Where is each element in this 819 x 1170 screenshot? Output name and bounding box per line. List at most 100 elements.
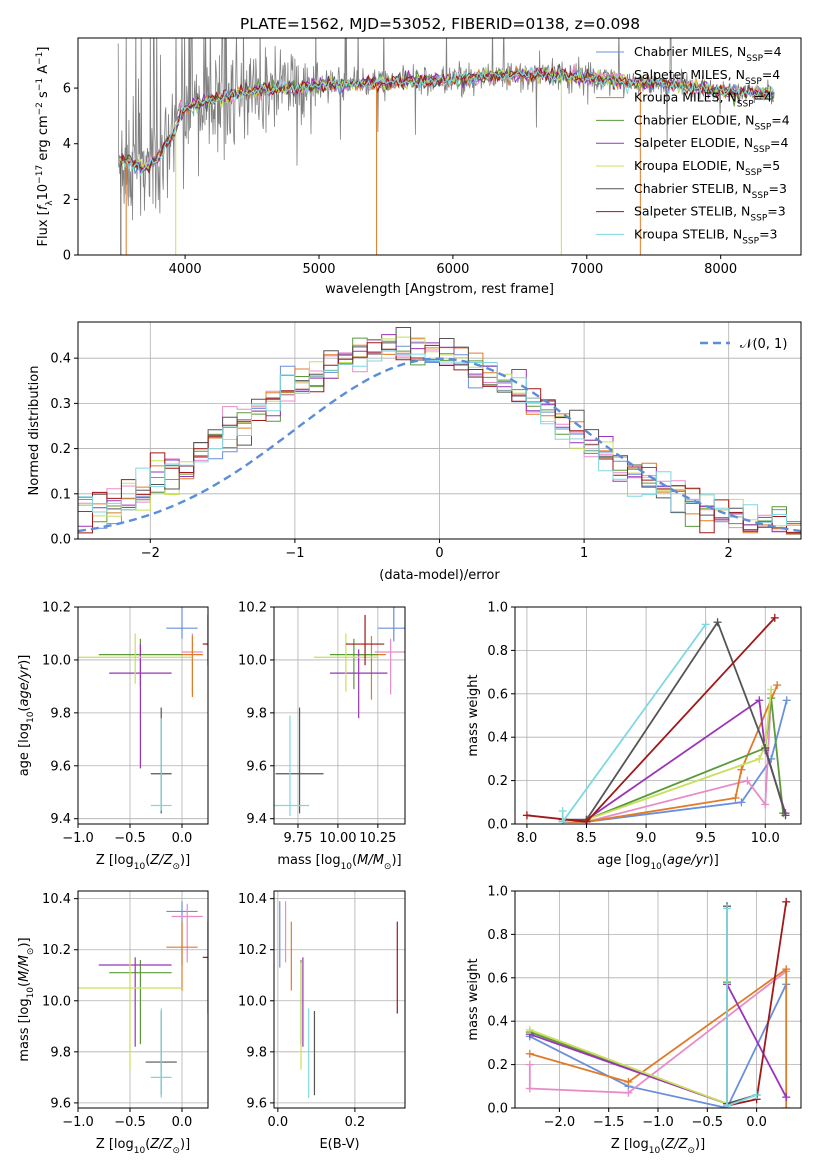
residual-histogram-line xyxy=(78,350,801,526)
weight_vs_Z-ytick-label: 0.4 xyxy=(487,1015,508,1030)
spectrum-ylabel-part: λ xyxy=(45,200,55,206)
weight-vs-age-xlabel-part: age [log xyxy=(597,853,650,868)
mass_vs_Z-xtick-label: −0.5 xyxy=(114,1115,146,1130)
mass-vs-Z-ylabel-part: ⊙ xyxy=(26,948,36,956)
spectrum-legend-label-part: Chabrier STELIB, N xyxy=(634,181,752,196)
residuals-ytick-label: 0.0 xyxy=(50,533,71,548)
spectrum-model-line xyxy=(121,66,775,178)
age_vs_Z-ytick-label: 9.8 xyxy=(50,706,71,721)
weight_vs_Z-xtick-label: 0.0 xyxy=(746,1115,767,1130)
residuals-ytick-label: 0.1 xyxy=(50,487,71,502)
age_vs_Z-panel: −1.0 −0.5 0.09.49.69.810.010.2Z [log10(Z/Z… xyxy=(17,601,209,872)
spectrum-legend-label-part: =5 xyxy=(762,158,780,173)
age-vs-mass-xlabel-part: ⊙ xyxy=(384,862,392,872)
spectrum-ylabel: Flux [fλ10−17 erg cm−2 s−1 A−1] xyxy=(35,47,55,247)
spectrum-legend-label-part: Salpeter STELIB, N xyxy=(634,204,750,219)
weight_vs_age-xtick-label: 10.0 xyxy=(751,831,780,846)
age-vs-Z-xlabel-part: 10 xyxy=(134,862,146,872)
residual-xlabel-part: (data-model)/error xyxy=(379,568,500,583)
weight_vs_age-ytick-label: 0.0 xyxy=(487,818,508,833)
spectrum-xlabel-part: wavelength [Angstrom, rest frame] xyxy=(325,282,554,297)
spectrum-xtick-label: 6000 xyxy=(436,262,469,277)
mass-vs-Z-xlabel-part: ⊙ xyxy=(172,1146,180,1156)
weight_vs_Z-xtick-label: −2.0 xyxy=(544,1115,576,1130)
weight_vs_Z-ytick-label: 0.0 xyxy=(487,1102,508,1117)
age_vs_mass-plot-area xyxy=(274,607,405,817)
weight-vs-Z-xlabel: Z [log10(Z/Z⊙)] xyxy=(611,1137,705,1156)
age-vs-Z-xlabel-part: ( xyxy=(145,853,150,868)
mass-vs-Z-ylabel-part: M/M xyxy=(17,955,32,982)
spectrum-legend-label: Kroupa ELODIE, NSSP=5 xyxy=(634,158,780,178)
age_vs_Z-ytick-label: 10.2 xyxy=(42,601,71,616)
residuals-xtick-label: 1 xyxy=(580,546,588,561)
spectrum-legend-label-part: SSP xyxy=(742,236,759,246)
mass_vs_Z-frame xyxy=(77,890,209,1109)
mass-vs-Z-xlabel-part: Z [log xyxy=(96,1137,134,1152)
spectrum-legend-label: Chabrier MILES, NSSP=4 xyxy=(634,44,782,64)
spectrum-legend-label-part: Kroupa ELODIE, N xyxy=(634,158,745,173)
mass-vs-Z-ylabel-part: 10 xyxy=(26,987,36,999)
age_vs_mass-xtick-label: 10.25 xyxy=(359,831,396,846)
weight_vs_Z-series-line xyxy=(529,983,788,1108)
spectrum-legend-label-part: =4 xyxy=(771,112,789,127)
weight_vs_age-ytick-label: 0.4 xyxy=(487,731,508,746)
residual-legend-label-part: 𝒩(0, 1) xyxy=(740,337,787,352)
weight-vs-age-xlabel-part: age/yr xyxy=(667,853,710,868)
age-vs-Z-ylabel-part: )] xyxy=(17,655,32,665)
spectrum-ylabel-part: −17 xyxy=(35,165,45,184)
mass_vs_Z-ytick-label: 10.2 xyxy=(42,943,71,958)
spectrum-legend-label-part: =3 xyxy=(759,226,777,241)
residual-legend-label: 𝒩(0, 1) xyxy=(740,337,787,352)
age_vs_mass-ytick-label: 9.8 xyxy=(246,706,267,721)
weight_vs_age-ytick-label: 0.2 xyxy=(487,774,508,789)
spectrum-legend-label-part: Kroupa MILES, N xyxy=(634,90,737,105)
residual-histogram-line xyxy=(78,342,801,534)
weight_vs_Z-xtick-label: −1.0 xyxy=(642,1115,674,1130)
weight_vs_Z-ytick-label: 0.2 xyxy=(487,1058,508,1073)
spectrum-legend-label-part: =4 xyxy=(770,135,788,150)
spectrum-legend-label-part: Kroupa STELIB, N xyxy=(634,226,742,241)
spectrum-xtick-label: 4000 xyxy=(169,262,202,277)
mass_vs_Z-ytick-label: 10.4 xyxy=(42,892,71,907)
figure-title: PLATE=1562, MJD=53052, FIBERID=0138, z=0… xyxy=(240,15,640,33)
weight_vs_age-frame xyxy=(514,606,802,825)
spectrum-frame xyxy=(77,37,802,256)
spectrum-ylabel-part: −2 xyxy=(35,102,45,115)
weight_vs_age-series-line xyxy=(562,620,787,821)
age_vs_Z-xtick-label: −1.0 xyxy=(62,831,94,846)
residuals-xtick-label: −1 xyxy=(285,546,304,561)
age-vs-mass-xlabel-part: )] xyxy=(391,853,401,868)
weight-vs-Z-xlabel-part: 10 xyxy=(649,1146,661,1156)
spectrum-legend-label-part: =4 xyxy=(763,44,781,59)
residuals-panel: −2 −1 0 1 2 0.0 0.1 0.2 0.3 0.4 𝒩(0, 1) (data-model… xyxy=(27,321,802,583)
spectrum-ytick-label: 6 xyxy=(63,82,71,97)
mass-vs-Z-xlabel-part: 10 xyxy=(134,1146,146,1156)
spectrum-ylabel-part: −1 xyxy=(35,78,45,91)
mass_vs_Z-ytick-label: 9.8 xyxy=(50,1045,71,1060)
age-vs-Z-ylabel: age [log10(age/yr)] xyxy=(17,655,36,777)
spectrum-panel: 4000 5000 6000 7000 8000 0 2 4 6 Chabrier MILES, … xyxy=(35,37,802,297)
spectrum-legend-label: Kroupa MILES, NSSP=4 xyxy=(634,90,772,110)
mass_vs_Z-xtick-label: −1.0 xyxy=(62,1115,94,1130)
mass-vs-Z-ylabel-part: ( xyxy=(17,982,32,987)
age_vs_mass-xtick-label: 10.00 xyxy=(319,831,356,846)
weight-vs-Z-xlabel-part: ( xyxy=(660,1137,665,1152)
spectrum-legend-label-part: SSP xyxy=(737,100,754,110)
age-vs-Z-ylabel-part: age [log xyxy=(17,723,32,776)
spectrum-legend-label-part: Salpeter ELODIE, N xyxy=(634,135,753,150)
spectrum-xtick-label: 5000 xyxy=(302,262,335,277)
weight_vs_Z-xtick-label: −1.5 xyxy=(593,1115,625,1130)
spectrum-ylabel-part: A xyxy=(36,65,51,78)
weight_vs_Z-ytick-label: 0.6 xyxy=(487,971,508,986)
age_vs_mass-ytick-label: 10.0 xyxy=(238,653,267,668)
residuals-ytick-label: 0.3 xyxy=(50,397,71,412)
weight_vs_Z-plot-area xyxy=(525,897,791,1108)
mass-vs-Z-ylabel-part: )] xyxy=(17,937,32,947)
mass_vs_EBV-ytick-label: 9.6 xyxy=(246,1096,267,1111)
mass_vs_EBV-ytick-label: 9.8 xyxy=(246,1045,267,1060)
spectrum-legend-label-part: SSP xyxy=(745,77,762,87)
age_vs_Z-ytick-label: 10.0 xyxy=(42,653,71,668)
age_vs_Z-plot-area xyxy=(78,607,208,814)
age_vs_mass-ytick-label: 9.6 xyxy=(246,759,267,774)
